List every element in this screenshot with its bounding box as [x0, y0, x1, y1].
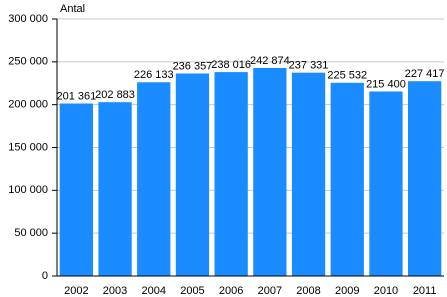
bar: [98, 102, 132, 276]
value-label: 225 532: [327, 70, 367, 82]
x-tick-label: 2003: [103, 285, 127, 297]
y-tick-label: 0: [42, 270, 48, 282]
y-tick-label: 300 000: [8, 13, 48, 25]
x-tick-label: 2004: [142, 285, 166, 297]
y-tick-label: 100 000: [8, 184, 48, 196]
x-tick-label: 2008: [296, 285, 320, 297]
y-tick-label: 250 000: [8, 56, 48, 68]
x-tick-label: 2005: [180, 285, 204, 297]
bar: [369, 91, 403, 276]
bar: [59, 103, 93, 277]
bar: [137, 82, 171, 277]
value-label: 227 417: [405, 68, 445, 80]
bar: [291, 72, 326, 277]
value-label: 242 874: [250, 55, 290, 67]
x-tick-label: 2011: [413, 285, 437, 297]
bar: [253, 67, 287, 276]
value-label: 201 361: [56, 90, 96, 102]
x-tick-label: 2007: [258, 285, 282, 297]
x-tick-label: 2006: [219, 285, 243, 297]
bar: [330, 82, 364, 276]
y-axis-label: Antal: [60, 3, 85, 15]
value-label: 236 357: [173, 60, 213, 72]
bar: [408, 81, 442, 276]
bar: [175, 73, 210, 276]
x-tick-label: 2009: [335, 285, 359, 297]
value-label: 226 133: [134, 69, 174, 81]
value-label: 202 883: [95, 89, 135, 101]
bar: [214, 72, 248, 276]
y-tick-label: 50 000: [14, 227, 48, 239]
value-label: 238 016: [211, 59, 251, 71]
x-tick-label: 2002: [64, 285, 88, 297]
value-label: 237 331: [289, 60, 329, 72]
y-tick-label: 150 000: [8, 141, 48, 153]
value-label: 215 400: [366, 78, 406, 90]
x-tick-label: 2010: [374, 285, 398, 297]
y-tick-label: 200 000: [8, 99, 48, 111]
